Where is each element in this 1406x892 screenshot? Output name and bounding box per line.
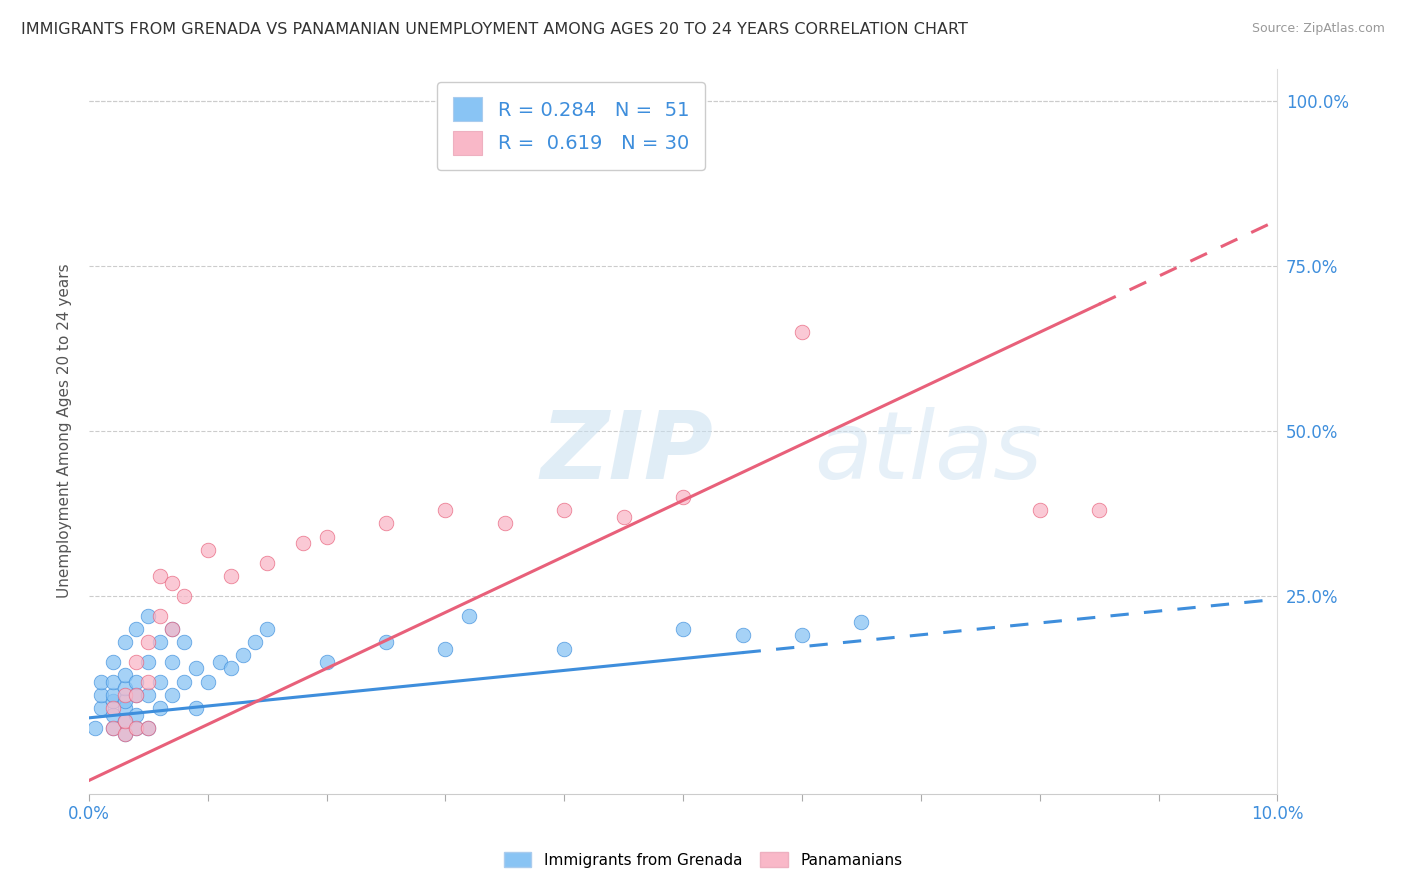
Point [208,655,231,669]
Point [160,575,183,590]
Point [553,503,575,517]
Point [149,674,172,689]
Point [375,635,398,649]
Point [114,694,136,708]
Point [160,688,183,702]
Point [160,655,183,669]
Point [173,674,195,689]
Text: atlas: atlas [814,408,1042,499]
Point [790,325,813,339]
Point [149,701,172,715]
Legend: R = 0.284   N =  51, R =  0.619   N = 30: R = 0.284 N = 51, R = 0.619 N = 30 [437,82,704,170]
Point [114,635,136,649]
Point [256,556,278,570]
Point [101,674,124,689]
Point [136,674,159,689]
Point [125,688,148,702]
Legend: Immigrants from Grenada, Panamanians: Immigrants from Grenada, Panamanians [498,846,908,873]
Point [672,490,695,504]
Point [256,622,278,636]
Y-axis label: Unemployment Among Ages 20 to 24 years: Unemployment Among Ages 20 to 24 years [58,264,72,599]
Point [291,536,314,550]
Point [149,608,172,623]
Point [136,655,159,669]
Point [136,688,159,702]
Point [114,714,136,728]
Point [221,661,243,675]
Point [197,542,219,557]
Point [197,674,219,689]
Point [114,727,136,741]
Point [90,701,112,715]
Point [125,721,148,735]
Point [136,608,159,623]
Point [125,655,148,669]
Text: ZIP: ZIP [540,407,713,499]
Point [136,721,159,735]
Point [851,615,873,630]
Point [101,688,124,702]
Point [375,516,398,531]
Point [125,707,148,722]
Point [315,530,337,544]
Point [221,569,243,583]
Point [101,707,124,722]
Point [160,622,183,636]
Point [90,688,112,702]
Point [184,661,207,675]
Point [149,635,172,649]
Point [101,694,124,708]
Point [173,635,195,649]
Point [101,655,124,669]
Point [160,622,183,636]
Point [613,509,636,524]
Point [101,721,124,735]
Point [315,655,337,669]
Point [83,721,105,735]
Text: Source: ZipAtlas.com: Source: ZipAtlas.com [1251,22,1385,36]
Point [1088,503,1111,517]
Point [245,635,267,649]
Point [125,721,148,735]
Point [114,727,136,741]
Point [125,622,148,636]
Point [458,608,481,623]
Point [149,569,172,583]
Point [136,635,159,649]
Point [494,516,516,531]
Point [731,628,754,642]
Point [434,503,457,517]
Point [125,674,148,689]
Point [1029,503,1052,517]
Point [90,674,112,689]
Text: IMMIGRANTS FROM GRENADA VS PANAMANIAN UNEMPLOYMENT AMONG AGES 20 TO 24 YEARS COR: IMMIGRANTS FROM GRENADA VS PANAMANIAN UN… [21,22,967,37]
Point [790,628,813,642]
Point [184,701,207,715]
Point [672,622,695,636]
Point [114,714,136,728]
Point [114,668,136,682]
Point [101,701,124,715]
Point [173,589,195,603]
Point [136,721,159,735]
Point [114,681,136,696]
Point [101,721,124,735]
Point [434,641,457,656]
Point [232,648,254,663]
Point [114,688,136,702]
Point [125,688,148,702]
Point [553,641,575,656]
Point [114,701,136,715]
